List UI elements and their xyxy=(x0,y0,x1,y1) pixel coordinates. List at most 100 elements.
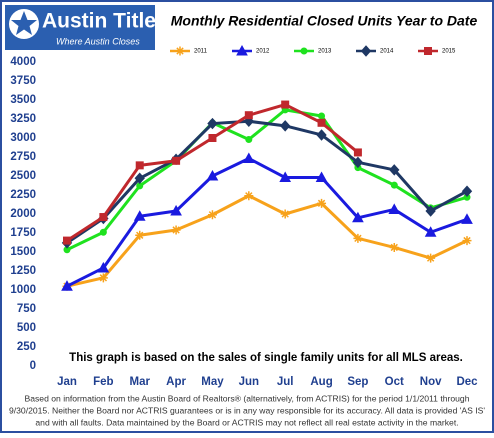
marker xyxy=(244,111,253,120)
marker xyxy=(360,45,372,57)
marker xyxy=(175,46,185,56)
marker xyxy=(236,44,248,56)
chart-title: Monthly Residential Closed Units Year to… xyxy=(171,13,478,29)
marker xyxy=(426,253,436,263)
legend-label: 2012 xyxy=(256,49,270,55)
x-tick-label: Jan xyxy=(57,376,77,388)
marker xyxy=(424,47,432,55)
marker xyxy=(300,47,308,55)
footnote-line: 9/30/2015. Neither the Board nor ACTRIS … xyxy=(9,405,485,415)
marker xyxy=(280,120,291,132)
x-tick-label: Aug xyxy=(310,376,332,388)
series-line xyxy=(66,194,468,288)
marker xyxy=(135,161,144,170)
marker xyxy=(389,164,400,176)
legend-item: 2011 xyxy=(170,46,208,56)
legend-item: 2012 xyxy=(232,44,270,56)
x-tick-label: Nov xyxy=(420,376,442,388)
x-tick-label: Jun xyxy=(239,376,259,388)
marker xyxy=(280,209,290,219)
y-tick-label: 2750 xyxy=(10,151,36,163)
marker xyxy=(206,169,219,181)
marker xyxy=(461,185,473,197)
marker xyxy=(353,148,362,157)
marker xyxy=(99,228,107,236)
marker xyxy=(388,203,401,214)
marker xyxy=(317,198,327,208)
legend-label: 2014 xyxy=(380,49,394,55)
series xyxy=(63,100,362,245)
marker xyxy=(425,205,436,217)
logo: Austin Title Where Austin Closes xyxy=(5,5,156,50)
legend-item: 2014 xyxy=(356,45,394,57)
marker xyxy=(317,118,326,127)
marker xyxy=(279,171,292,183)
y-tick-label: 3250 xyxy=(10,113,36,125)
series-line xyxy=(66,157,468,288)
marker xyxy=(207,117,218,130)
marker xyxy=(353,233,363,243)
logo-star xyxy=(11,11,37,35)
marker xyxy=(99,213,108,222)
logo-tagline: Where Austin Closes xyxy=(56,36,140,46)
legend-label: 2013 xyxy=(318,49,332,55)
marker xyxy=(352,156,364,169)
marker xyxy=(318,112,326,120)
marker xyxy=(171,225,181,235)
marker xyxy=(315,171,328,183)
x-tick-label: Feb xyxy=(93,376,113,388)
legend-item: 2013 xyxy=(294,47,332,55)
marker xyxy=(390,181,398,189)
x-tick-label: Dec xyxy=(456,376,478,388)
chart-note: This graph is based on the sales of sing… xyxy=(69,352,463,364)
marker xyxy=(242,152,255,164)
marker xyxy=(316,129,327,141)
y-tick-label: 3500 xyxy=(10,94,36,106)
y-tick-label: 2500 xyxy=(10,170,36,182)
y-tick-label: 500 xyxy=(17,322,36,334)
marker xyxy=(462,236,472,246)
logo-name: Austin Title xyxy=(42,10,156,33)
y-tick-label: 0 xyxy=(30,360,36,372)
y-tick-label: 2250 xyxy=(10,189,36,201)
y-tick-label: 1000 xyxy=(10,284,36,296)
marker xyxy=(97,261,110,273)
x-tick-label: Oct xyxy=(385,376,404,388)
y-tick-label: 3750 xyxy=(10,75,36,87)
y-tick-label: 750 xyxy=(17,303,36,315)
footnote-line: and with all faults. Data maintained by … xyxy=(35,417,458,427)
y-tick-label: 1500 xyxy=(10,246,36,258)
legend-label: 2011 xyxy=(194,49,208,55)
y-tick-label: 1250 xyxy=(10,265,36,277)
x-tick-label: Apr xyxy=(166,376,186,388)
y-tick-label: 2000 xyxy=(10,208,36,220)
marker xyxy=(281,100,290,109)
y-tick-label: 1750 xyxy=(10,227,36,239)
marker xyxy=(134,172,145,185)
series xyxy=(61,152,473,291)
y-tick-label: 4000 xyxy=(10,56,36,68)
marker xyxy=(63,236,71,245)
legend-item: 2015 xyxy=(418,47,456,55)
x-tick-label: Sep xyxy=(347,376,368,388)
marker xyxy=(170,204,182,216)
marker xyxy=(208,134,217,142)
marker xyxy=(352,211,364,223)
y-tick-label: 250 xyxy=(17,341,36,353)
marker xyxy=(98,273,108,283)
x-tick-label: May xyxy=(201,376,224,388)
marker xyxy=(245,136,253,144)
legend-label: 2015 xyxy=(442,49,456,55)
marker xyxy=(172,156,181,165)
x-tick-label: Mar xyxy=(130,376,151,388)
series xyxy=(62,191,472,291)
marker xyxy=(207,210,217,220)
marker xyxy=(133,210,146,221)
marker xyxy=(135,230,145,240)
marker xyxy=(461,213,473,224)
x-tick-label: Jul xyxy=(277,376,294,388)
footnote-line: Based on information from the Austin Boa… xyxy=(25,393,470,403)
